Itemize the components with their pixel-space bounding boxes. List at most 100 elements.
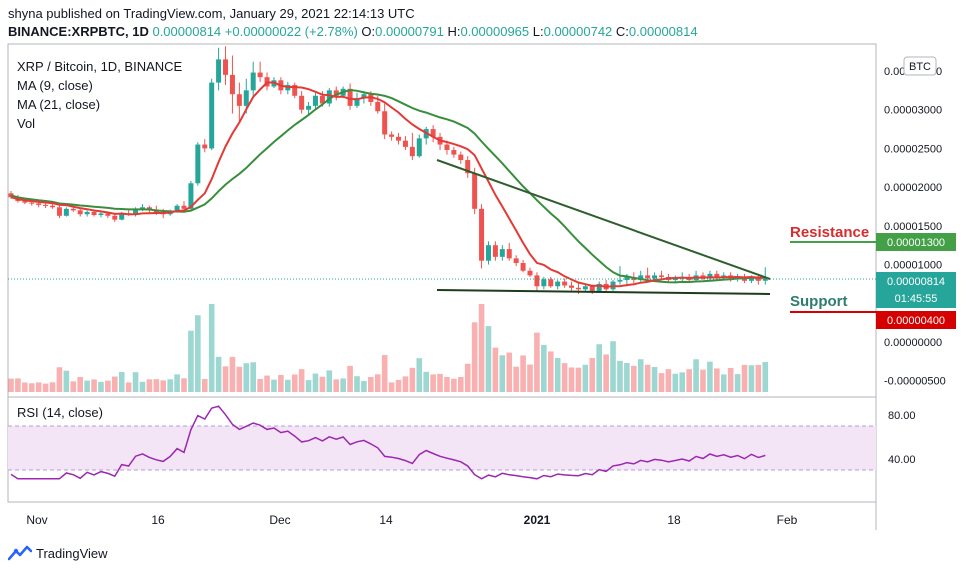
candle-body: [402, 140, 408, 147]
candle-body: [91, 211, 97, 216]
candle-body: [29, 202, 35, 204]
last-price: 0.00000814: [152, 24, 222, 39]
candle-body: [209, 82, 215, 149]
candle-body: [299, 95, 305, 110]
time-tick-label: Feb: [777, 513, 798, 527]
volume-bar: [679, 372, 686, 392]
candle-body: [292, 84, 298, 96]
candle-body: [396, 136, 402, 141]
volume-bar: [554, 358, 561, 392]
resistance-badge: [876, 233, 956, 251]
candle-body: [139, 207, 145, 209]
candle-body: [319, 95, 325, 104]
candle-body: [548, 279, 554, 287]
time-tick-label: 18: [667, 513, 681, 527]
price-change: +0.00000022 (+2.78%): [224, 24, 358, 39]
candle-body: [174, 205, 180, 212]
volume-bar: [541, 344, 547, 392]
volume-bar: [686, 369, 692, 392]
candle-body: [257, 72, 263, 78]
candle-body: [195, 144, 201, 184]
volume-bar: [513, 366, 519, 392]
candle-body: [333, 90, 339, 96]
rsi-band: [8, 426, 876, 470]
price-tick-label: 0.00001500: [884, 221, 942, 233]
price-tick-label: 0.00001000: [884, 260, 942, 272]
volume-bar: [118, 371, 125, 392]
volume-bar: [527, 364, 533, 392]
volume-bar: [271, 379, 277, 392]
volume-bar: [672, 373, 679, 392]
candle-body: [555, 281, 561, 287]
volume-bar: [181, 378, 187, 392]
volume-bar: [70, 381, 77, 392]
ma21-line: [10, 88, 766, 284]
volume-bar: [589, 358, 596, 392]
candle-body: [243, 90, 249, 106]
time-tick-label: 14: [379, 513, 393, 527]
volume-bar: [354, 376, 360, 392]
volume-bar: [741, 364, 748, 392]
high-label: H:: [447, 24, 461, 39]
volume-bar: [603, 354, 609, 392]
support-label: Support: [790, 293, 848, 310]
candle-body: [416, 138, 422, 157]
high-value: 0.00000965: [460, 24, 530, 39]
candle-body: [409, 146, 415, 157]
chart-legend-title: XRP / Bitcoin, 1D, BINANCE: [17, 59, 183, 74]
candle-body: [56, 207, 62, 216]
price-tick-label: -0.00000500: [884, 376, 946, 388]
main-pane-frame: [7, 43, 877, 398]
open-label: O:: [361, 24, 376, 39]
low-value: 0.00000742: [543, 24, 613, 39]
currency-badge-bg[interactable]: [903, 56, 937, 76]
descending-trendline: [436, 159, 771, 280]
candle-body: [492, 245, 498, 257]
legend-ma9: MA (9, close): [17, 78, 93, 93]
volume-bar: [201, 379, 208, 392]
candle-body: [569, 285, 575, 288]
rsi-tick-label: 40.00: [888, 454, 916, 466]
volume-bar: [312, 373, 319, 392]
candle-body: [223, 59, 229, 75]
candle-body: [506, 249, 512, 259]
support-value: 0.00000400: [887, 315, 945, 327]
volume-bar: [374, 374, 381, 392]
price-tick-label: 0.00003000: [884, 105, 942, 117]
currency-badge[interactable]: BTC: [909, 61, 931, 73]
candle-body: [236, 94, 242, 106]
brand-name: TradingView: [36, 545, 108, 561]
candle-body: [707, 273, 713, 279]
volume-bar: [188, 330, 194, 392]
candle-body: [22, 201, 28, 203]
volume-bar: [291, 374, 298, 392]
candle-body: [306, 105, 312, 110]
support-trendline: [436, 289, 771, 295]
volume-bar: [388, 382, 395, 392]
volume-bar: [464, 363, 471, 392]
volume-bar: [250, 362, 256, 392]
volume-bar: [63, 370, 70, 392]
volume-bar: [409, 367, 416, 392]
close-value: 0.00000814: [628, 24, 698, 39]
volume-bar: [285, 379, 291, 392]
resistance-label: Resistance: [790, 224, 869, 241]
volume-bar: [326, 370, 333, 392]
volume-bar: [264, 375, 270, 392]
time-tick-label: 16: [151, 513, 165, 527]
volume-bar: [658, 373, 665, 392]
candle-body: [389, 134, 395, 137]
candle-body: [382, 111, 388, 135]
candle-body: [575, 287, 581, 290]
candle-body: [721, 275, 727, 277]
candle-body: [527, 270, 533, 276]
candle-body: [36, 203, 42, 205]
volume-bar: [139, 381, 146, 392]
volume-bar: [361, 380, 367, 392]
volume-bar: [610, 341, 616, 392]
candle-body: [50, 205, 56, 208]
candle-body: [63, 208, 69, 216]
tradingview-brand[interactable]: TradingView: [8, 543, 108, 563]
volume-bar: [637, 359, 644, 392]
